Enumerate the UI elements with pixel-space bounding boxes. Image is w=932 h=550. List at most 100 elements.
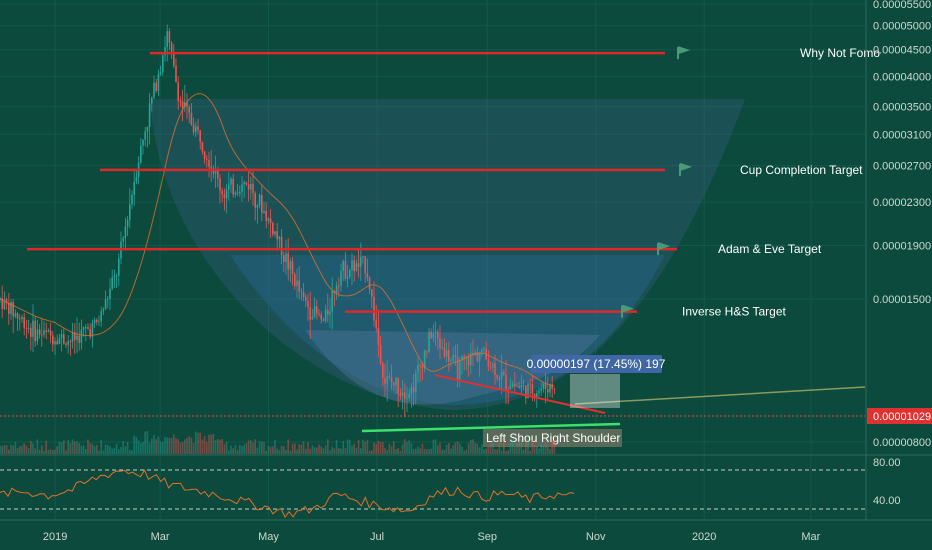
- candle-body: [503, 372, 505, 375]
- left-shoulder-bg: [483, 429, 545, 447]
- candle-body: [170, 42, 173, 52]
- candle-body: [91, 323, 94, 337]
- volume-bar: [190, 437, 193, 454]
- candle-body: [309, 307, 311, 320]
- candle-body: [30, 327, 32, 337]
- volume-bar: [357, 439, 360, 454]
- candle-body: [529, 383, 531, 385]
- volume-bar: [481, 444, 483, 454]
- volume-bar: [412, 449, 415, 454]
- volume-bar: [38, 449, 41, 454]
- volume-bar: [489, 443, 492, 454]
- volume-bar: [228, 450, 230, 454]
- current-price-tag: [867, 408, 932, 424]
- candle-body: [355, 263, 358, 272]
- volume-bar: [151, 438, 153, 454]
- candle-body: [223, 194, 226, 199]
- rsi-line: [0, 469, 575, 519]
- volume-bar: [206, 441, 208, 454]
- candle-body: [197, 126, 199, 131]
- volume-bar: [443, 449, 446, 454]
- candle-body: [311, 316, 314, 320]
- time-tick-label: Nov: [586, 531, 606, 543]
- volume-bar: [43, 450, 45, 454]
- candle-body: [1, 298, 3, 310]
- candle-body: [25, 328, 28, 330]
- volume-bar: [375, 443, 377, 454]
- candle-body: [245, 182, 248, 185]
- candle-body: [113, 275, 116, 278]
- flag-icon: [657, 242, 671, 256]
- candle-body: [452, 355, 454, 361]
- candle-body: [283, 255, 285, 262]
- candle-body: [179, 100, 182, 102]
- volume-bar: [5, 445, 8, 454]
- volume-bar: [355, 447, 358, 454]
- volume-bar: [463, 450, 465, 454]
- volume-bar: [368, 450, 371, 454]
- candle-body: [142, 139, 144, 146]
- price-tick-label: 0.00001500: [873, 294, 931, 306]
- candle-body: [164, 47, 166, 56]
- candle-body: [65, 343, 67, 345]
- time-axis-labels: 2019 Mar May Jul Sep Nov 2020 Mar: [43, 531, 821, 543]
- volume-bar: [197, 432, 199, 454]
- candle-body: [531, 384, 534, 394]
- volume-bar: [549, 449, 551, 454]
- candle-body: [87, 327, 89, 330]
- time-tick-label: Mar: [801, 531, 820, 543]
- candle-body: [287, 253, 289, 270]
- volume-bar: [527, 439, 529, 454]
- volume-bar: [179, 442, 182, 454]
- candle-body: [157, 74, 160, 91]
- candle-body: [107, 298, 109, 300]
- volume-bar: [544, 441, 547, 454]
- candle-body: [96, 319, 98, 323]
- candle-body: [382, 362, 384, 379]
- volume-bar: [511, 439, 514, 454]
- candle-body: [230, 178, 232, 185]
- price-tick-label: 0.00001900: [873, 240, 931, 252]
- candle-body: [428, 331, 430, 352]
- volume-bar: [87, 439, 89, 454]
- candle-body: [344, 261, 347, 279]
- volume-bar: [353, 443, 355, 454]
- volume-bar: [32, 443, 34, 454]
- volume-bar: [181, 441, 184, 454]
- volume-bar: [329, 450, 331, 454]
- candle-body: [276, 231, 278, 240]
- candle-body: [553, 388, 556, 390]
- candle-body: [538, 390, 540, 394]
- candle-body: [327, 309, 329, 315]
- candle-body: [437, 331, 439, 339]
- volume-bar: [307, 442, 309, 454]
- candle-body: [542, 383, 545, 389]
- volume-bar: [415, 448, 417, 454]
- candle-body: [463, 356, 465, 359]
- volume-bar: [234, 445, 237, 454]
- volume-bar: [426, 449, 428, 454]
- volume-bar: [184, 439, 186, 454]
- candle-body: [533, 393, 536, 397]
- candle-body: [109, 288, 111, 299]
- candle-body: [52, 335, 54, 345]
- candle-body: [522, 385, 525, 386]
- candle-body: [146, 126, 149, 132]
- volume-bar: [531, 440, 534, 454]
- volume-bar: [109, 446, 111, 454]
- volume-bar: [547, 446, 549, 454]
- volume-bar: [30, 440, 32, 454]
- volume-bar: [296, 449, 298, 454]
- volume-bar: [441, 449, 443, 454]
- candle-body: [201, 141, 204, 152]
- volume-bar: [267, 445, 270, 454]
- volume-bar: [129, 449, 131, 454]
- candle-body: [269, 218, 272, 223]
- volume-bar: [219, 439, 221, 454]
- candle-body: [153, 82, 155, 98]
- candle-body: [175, 65, 177, 82]
- volume-bar: [516, 442, 518, 454]
- candle-body: [536, 393, 538, 397]
- volume-bar: [538, 448, 540, 454]
- target-levels: Why Not Fomo Cup Completion Target Adam & …: [27, 46, 880, 319]
